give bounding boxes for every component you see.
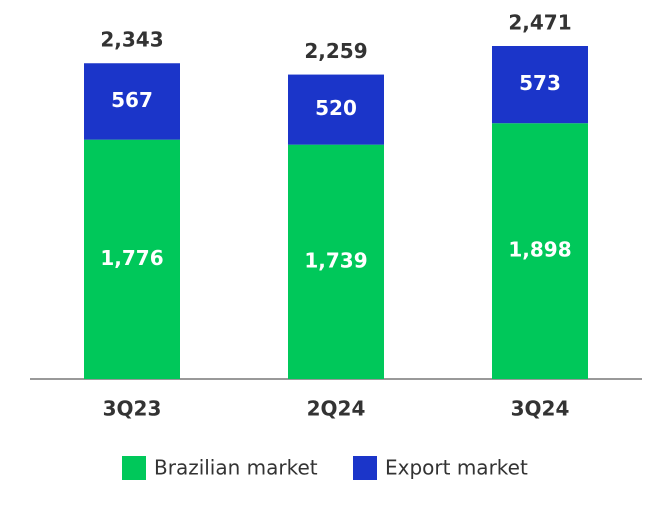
legend-label: Export market xyxy=(385,456,528,480)
bar-segment xyxy=(288,144,384,379)
legend-swatch xyxy=(353,456,377,480)
total-label: 2,259 xyxy=(304,39,367,63)
bar-segment xyxy=(492,123,588,379)
x-tick-label: 3Q23 xyxy=(103,397,162,421)
bar-segment xyxy=(492,46,588,124)
legend-swatch xyxy=(122,456,146,480)
data-label: 1,776 xyxy=(100,246,163,270)
legend-label: Brazilian market xyxy=(154,456,318,480)
data-label: 567 xyxy=(111,88,153,112)
bar-segment xyxy=(84,139,180,379)
x-tick-label: 3Q24 xyxy=(511,397,570,421)
data-label: 1,739 xyxy=(304,248,367,272)
data-label: 573 xyxy=(519,71,561,95)
x-tick-label: 2Q24 xyxy=(307,397,366,421)
total-label: 2,343 xyxy=(100,28,163,52)
bar-segment xyxy=(288,74,384,145)
bar-segment xyxy=(84,63,180,140)
data-label: 520 xyxy=(315,96,357,120)
data-label: 1,898 xyxy=(508,238,571,262)
total-label: 2,471 xyxy=(508,11,571,35)
